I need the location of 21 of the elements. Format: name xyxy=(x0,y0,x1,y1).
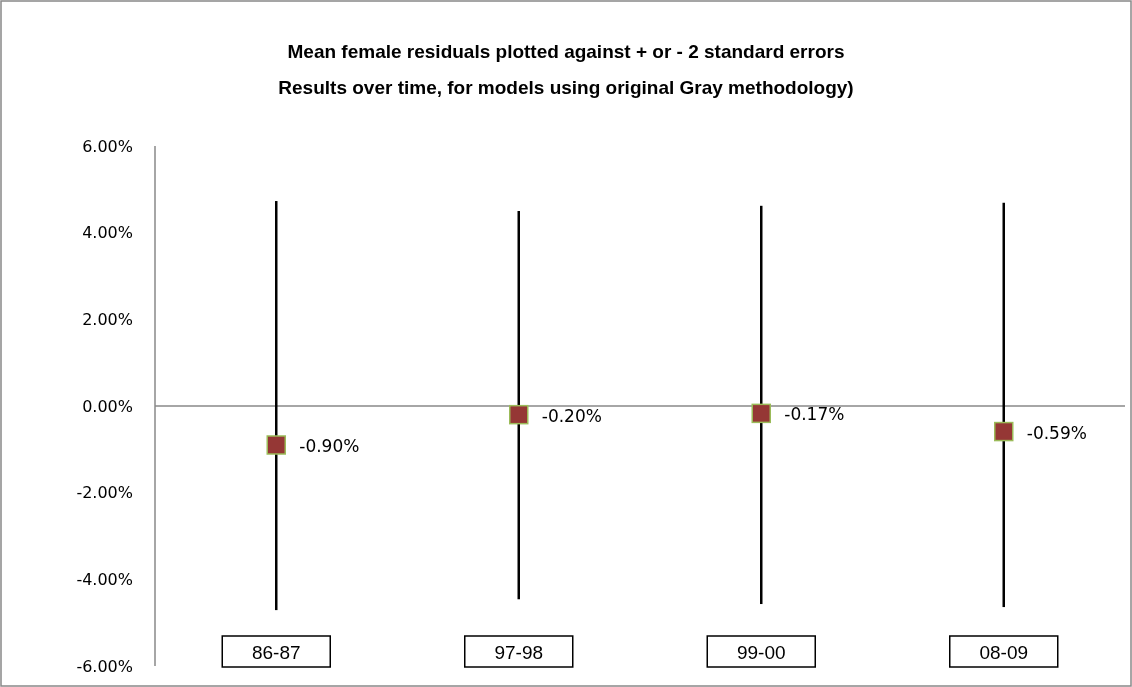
point xyxy=(266,435,286,455)
data-label: -0.59% xyxy=(1026,422,1087,443)
x-tick-label: 08-09 xyxy=(979,642,1029,663)
point xyxy=(509,404,529,425)
x-tick-label: 97-98 xyxy=(494,642,544,663)
chart-title: Mean female residuals plotted against + or - 2 standard errors xyxy=(287,41,845,62)
data-label: -0.20% xyxy=(541,405,602,426)
y-tick-label: -6.00% xyxy=(76,656,133,676)
data-label: -0.17% xyxy=(784,404,845,425)
point xyxy=(994,421,1014,442)
x-tick-label: 99-00 xyxy=(736,642,786,663)
data-label: -0.90% xyxy=(299,436,360,456)
y-tick-label: 2.00% xyxy=(82,309,133,329)
y-tick-label: 4.00% xyxy=(82,223,133,243)
y-tick-label: 6.00% xyxy=(82,136,133,156)
y-tick-label: -2.00% xyxy=(76,483,133,503)
y-tick-label: -4.00% xyxy=(76,569,133,589)
y-tick-label: 0.00% xyxy=(82,396,133,416)
point xyxy=(751,403,771,424)
chart-subtitle: Results over time, for models using original Gray methodology) xyxy=(278,77,854,98)
x-tick-label: 86-87 xyxy=(251,642,301,663)
